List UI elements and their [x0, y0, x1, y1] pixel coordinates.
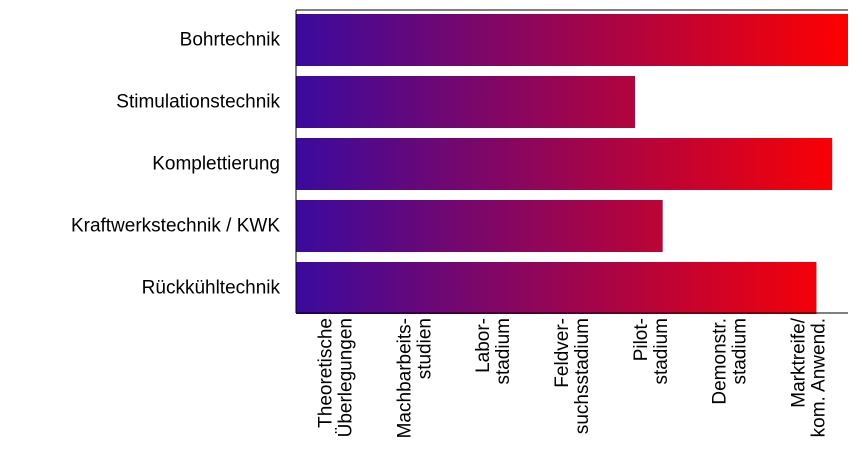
bar-0 — [296, 14, 848, 66]
bar-2 — [296, 138, 833, 190]
x-tick-label-5-line-1: stadium — [730, 318, 751, 385]
x-tick-label-1-line-1: studien — [414, 318, 435, 379]
category-label-4: Rückkühltechnik — [142, 278, 281, 299]
category-label-3: Kraftwerkstechnik / KWK — [71, 216, 280, 237]
bar-1 — [296, 76, 636, 128]
x-tick-label-1-line-0: Machbarbeits- — [394, 318, 415, 438]
category-label-1: Stimulationstechnik — [116, 92, 280, 113]
category-labels: Bohrtechnik Stimulationstechnik Komplettie… — [71, 30, 281, 299]
bars-group — [296, 14, 848, 314]
bar-3 — [296, 200, 663, 252]
x-tick-label-4-line-0: Pilot- — [631, 318, 652, 361]
x-tick-label-2-line-1: stadium — [493, 318, 514, 385]
x-tick-label-6-line-1: kom. Anwend. — [809, 318, 830, 437]
category-label-0: Bohrtechnik — [180, 30, 281, 51]
x-tick-label-0-line-0: Theoretische — [315, 318, 336, 428]
x-tick-label-4-line-1: stadium — [651, 318, 672, 385]
bar-4 — [296, 262, 817, 314]
x-tick-label-2-line-0: Labor- — [473, 318, 494, 373]
x-tick-label-0-line-1: Überlegungen — [335, 318, 356, 437]
x-tick-label-3-line-1: suchsstadium — [572, 318, 593, 434]
x-tick-label-5-line-0: Demonstr. — [710, 318, 731, 405]
axes-group — [295, 9, 848, 314]
x-tick-labels: Theoretische Überlegungen Machbarbeits-stu… — [315, 317, 829, 438]
category-label-2: Komplettierung — [152, 154, 280, 175]
x-tick-label-3-line-0: Feldver- — [552, 318, 573, 388]
x-tick-label-6-line-0: Marktreife/ — [789, 317, 810, 407]
